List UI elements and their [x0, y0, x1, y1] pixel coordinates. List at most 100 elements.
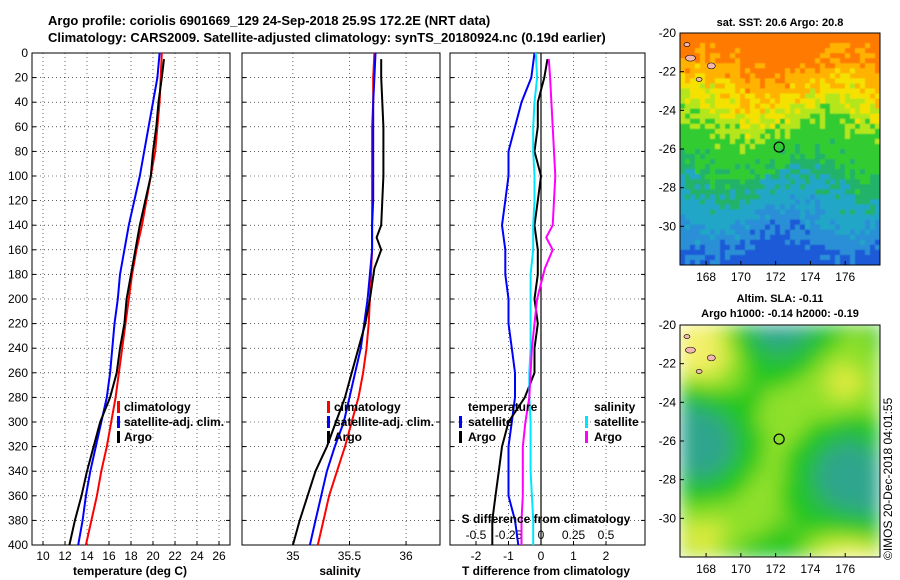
map-cell	[755, 154, 761, 160]
map-cell	[680, 138, 686, 145]
map-cell	[745, 149, 751, 155]
map-cell	[810, 123, 816, 130]
map-cell	[820, 430, 826, 437]
map-cell	[820, 98, 826, 105]
map-cell	[785, 446, 791, 452]
map-cell	[830, 204, 836, 211]
map-cell	[745, 113, 751, 120]
map-cell	[810, 476, 816, 482]
map-cell	[725, 199, 731, 206]
map-cell	[780, 244, 786, 251]
map-cell	[715, 184, 721, 190]
map-cell	[760, 551, 766, 557]
map-cell	[845, 244, 851, 251]
map-cell	[865, 446, 871, 452]
map-cell	[860, 400, 866, 407]
map-cell	[755, 486, 761, 493]
map-cell	[700, 38, 706, 44]
map-cell	[680, 345, 686, 351]
map-cell	[785, 546, 791, 553]
map-cell	[800, 526, 806, 533]
map-cell	[715, 133, 721, 140]
map-cell	[795, 194, 801, 201]
map-cell	[850, 350, 856, 356]
map-cell	[715, 551, 721, 557]
map-cell	[715, 138, 721, 145]
map-cell	[810, 244, 816, 251]
map-cell	[815, 435, 821, 442]
map-cell	[870, 73, 876, 79]
map-cell	[810, 184, 816, 190]
map-cell	[775, 360, 781, 366]
map-cell	[810, 365, 816, 371]
map-cell	[770, 174, 776, 180]
map-cell	[790, 159, 796, 165]
map-cell	[810, 113, 816, 120]
map-cell	[755, 546, 761, 553]
map-cell	[780, 511, 786, 518]
map-cell	[680, 103, 686, 110]
map-cell	[875, 345, 880, 351]
map-cell	[795, 149, 801, 155]
map-cell	[800, 425, 806, 432]
legend-heading-salinity: salinity	[594, 400, 636, 414]
map-cell	[775, 199, 781, 206]
map-cell	[815, 415, 821, 422]
map-cell	[690, 239, 696, 246]
map-cell	[735, 53, 741, 59]
map-cell	[725, 123, 731, 130]
map-cell	[805, 430, 811, 437]
map-cell	[710, 390, 716, 397]
map-cell	[825, 441, 831, 447]
map-cell	[875, 476, 880, 482]
map-cell	[840, 149, 846, 155]
map-cell	[680, 38, 686, 44]
legend-swatch-climatology	[327, 401, 330, 413]
map-cell	[770, 214, 776, 221]
map-cell	[765, 103, 771, 110]
map-cell	[680, 199, 686, 206]
map-cell	[865, 506, 871, 513]
map-cell	[680, 229, 686, 236]
map-cell	[680, 370, 686, 377]
map-cell	[875, 330, 880, 336]
map-cell	[730, 425, 736, 432]
map-cell	[765, 234, 771, 241]
map-cell	[690, 43, 696, 49]
map-cell	[710, 410, 716, 417]
map-cell	[850, 229, 856, 236]
map-cell	[695, 214, 701, 221]
map-cell	[775, 254, 781, 261]
map-cell	[795, 446, 801, 452]
map-cell	[785, 68, 791, 74]
map-cell	[815, 63, 821, 69]
map-cell	[710, 430, 716, 437]
map-cell	[710, 400, 716, 407]
series-line-temperature-argo	[491, 58, 549, 545]
map-cell	[825, 541, 831, 548]
map-cell	[810, 63, 816, 69]
map-cell	[750, 259, 756, 265]
map-cell	[720, 496, 726, 503]
map-cell	[820, 521, 826, 528]
map-cell	[745, 340, 751, 346]
map-cell	[750, 249, 756, 256]
map-cell	[705, 441, 711, 447]
map-cell	[860, 83, 866, 90]
map-cell	[760, 335, 766, 341]
map-cell	[795, 420, 801, 427]
map-cell	[840, 53, 846, 59]
map-cell	[870, 506, 876, 513]
map-cell	[790, 365, 796, 371]
map-cell	[845, 506, 851, 513]
map-cell	[730, 83, 736, 90]
map-cell	[780, 325, 786, 331]
map-cell	[850, 154, 856, 160]
map-cell	[730, 58, 736, 64]
map-cell	[725, 491, 731, 498]
map-cell	[725, 375, 731, 382]
map-cell	[690, 138, 696, 145]
map-cell	[820, 159, 826, 165]
map-cell	[690, 420, 696, 427]
map-cell	[695, 395, 701, 402]
